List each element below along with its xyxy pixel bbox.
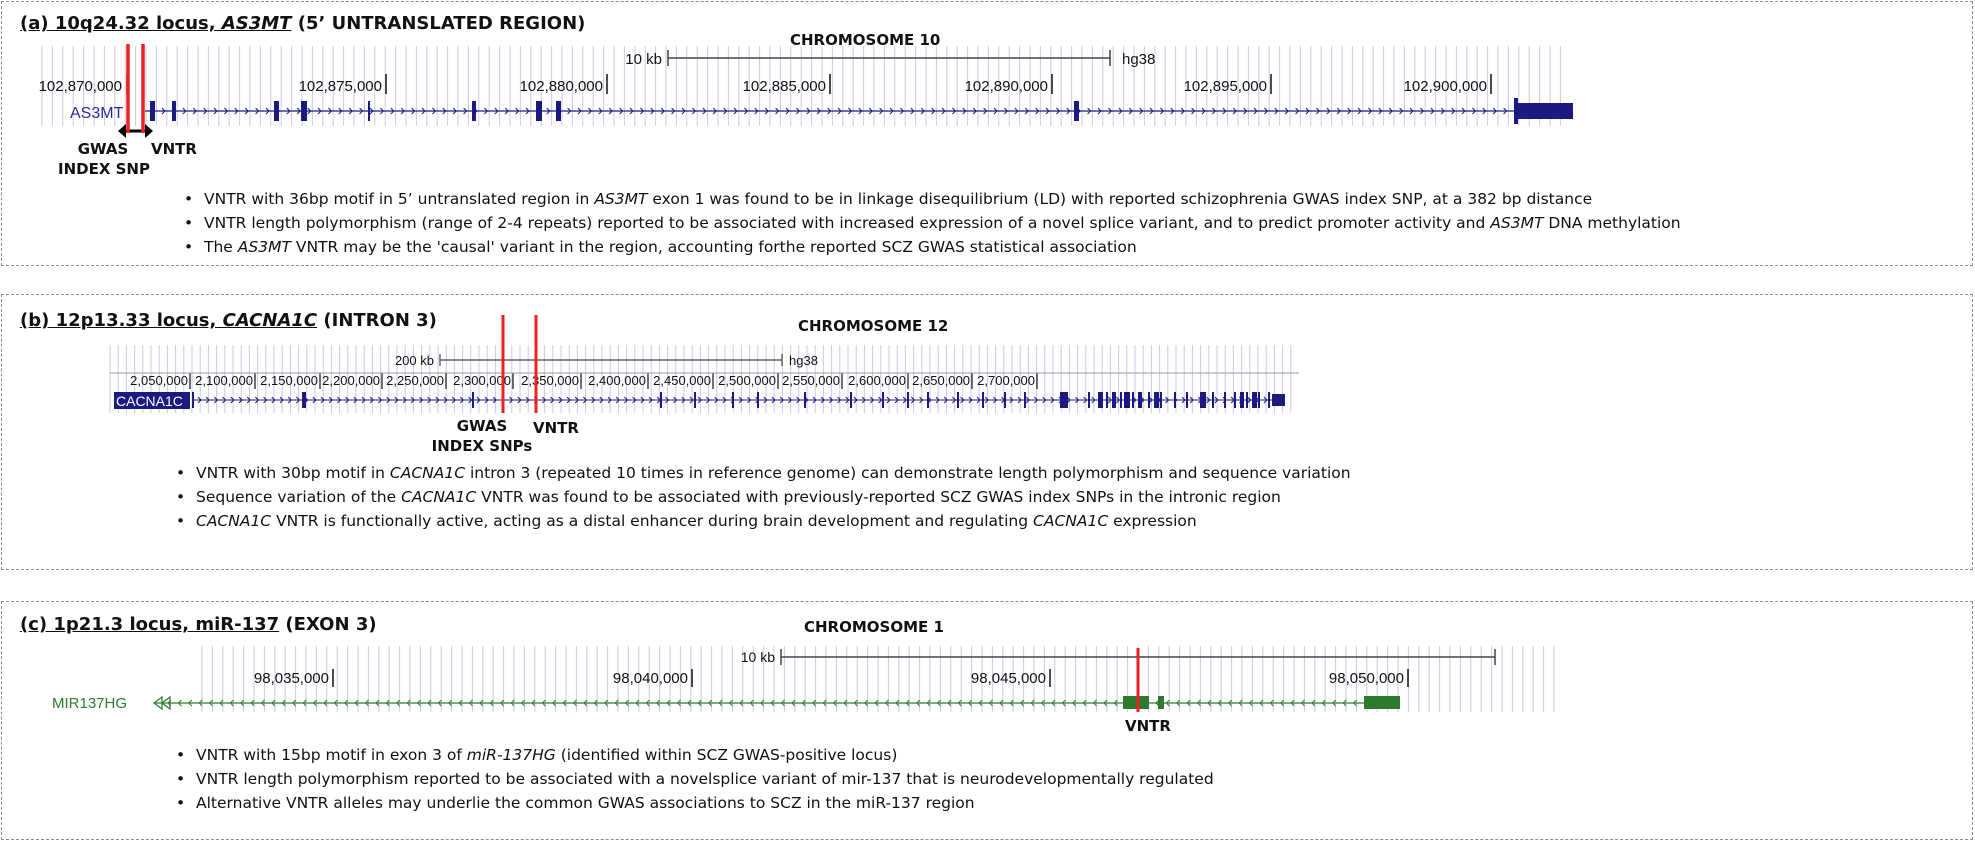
tick-label: 2,250,000 <box>386 373 444 388</box>
panel-b-vntr-label: VNTR <box>533 419 579 437</box>
panel-a-chromosome: CHROMOSOME 10 <box>790 31 941 49</box>
panel-b-grid <box>109 345 1292 413</box>
panel-c-gene-track-label: MIR137HG <box>52 695 127 712</box>
bullet-item: VNTR length polymorphism reported to be … <box>176 767 1214 791</box>
panel-b-genome-track: 200 kb hg38 2,050,000 2,100,000 2,150,000 2… <box>109 315 1299 413</box>
panel-c-vntr-label: VNTR <box>1125 717 1171 735</box>
panel-b-gene-track-label: CACNA1C <box>116 393 183 409</box>
tick-label: 98,035,000 <box>254 670 329 687</box>
panel-b-chromosome: CHROMOSOME 12 <box>798 317 949 335</box>
tick-label: 2,700,000 <box>977 373 1035 388</box>
panel-a-bullets: VNTR with 36bp motif in 5’ untranslated … <box>182 187 1681 259</box>
panel-a-scale-bar <box>667 50 1111 66</box>
panel-c-ticks: 98,035,000 98,040,000 98,045,000 98,050,… <box>254 670 1404 687</box>
tick-label: 2,400,000 <box>588 373 646 388</box>
panel-b-gene-model <box>192 392 1285 408</box>
bullet-item: The AS3MT VNTR may be the 'causal' varia… <box>184 235 1681 259</box>
panel-b-assembly: hg38 <box>789 353 818 368</box>
panel-a: (a) 10q24.32 locus, AS3MT (5’ UNTRANSLAT… <box>1 1 1973 266</box>
tick-label: 2,550,000 <box>782 373 840 388</box>
bullet-item: VNTR with 30bp motif in CACNA1C intron 3… <box>176 461 1351 485</box>
panel-b-gene: CACNA1C <box>222 310 318 331</box>
panel-b-scale-label: 200 kb <box>395 353 434 368</box>
tick-label: 102,885,000 <box>743 78 826 95</box>
tick-label: 2,350,000 <box>521 373 579 388</box>
panel-a-gene-model <box>145 98 1573 124</box>
bullet-item: Alternative VNTR alleles may underlie th… <box>176 791 1214 815</box>
bullet-item: VNTR with 36bp motif in 5’ untranslated … <box>184 187 1681 211</box>
panel-b: (b) 12p13.33 locus, CACNA1C (INTRON 3) C… <box>1 294 1973 570</box>
tick-label: 2,500,000 <box>718 373 776 388</box>
bullet-item: VNTR with 15bp motif in exon 3 of miR-13… <box>176 743 1214 767</box>
panel-a-ticks: 102,870,000 102,875,000 102,880,000 102,… <box>39 78 1487 95</box>
panel-a-title: (a) 10q24.32 locus, AS3MT (5’ UNTRANSLAT… <box>20 13 585 34</box>
panel-c-title-prefix: (c) 1p21.3 locus, miR-137 <box>20 614 280 635</box>
tick-label: 2,100,000 <box>195 373 253 388</box>
tick-label: 102,880,000 <box>520 78 603 95</box>
tick-label: 102,895,000 <box>1184 78 1267 95</box>
tick-label: 2,600,000 <box>848 373 906 388</box>
tick-label: 98,040,000 <box>613 670 688 687</box>
panel-b-gene-track-label-bg <box>114 392 190 409</box>
tick-label: 2,650,000 <box>912 373 970 388</box>
tick-label: 2,200,000 <box>322 373 380 388</box>
panel-a-vntr-label: VNTR <box>151 140 197 158</box>
panel-c-gene-model <box>153 695 1400 711</box>
tick-label: 2,050,000 <box>130 373 188 388</box>
tick-label: 102,870,000 <box>39 78 122 95</box>
tick-label: 102,890,000 <box>965 78 1048 95</box>
panel-c-chromosome: CHROMOSOME 1 <box>804 618 944 636</box>
panel-b-title-prefix: (b) 12p13.33 locus, <box>20 310 223 331</box>
panel-b-scale-bar <box>439 354 783 366</box>
panel-b-ticks: 2,050,000 2,100,000 2,150,000 2,200,000 2,25… <box>110 372 1299 389</box>
panel-b-bullets: VNTR with 30bp motif in CACNA1C intron 3… <box>174 461 1351 533</box>
panel-a-grid <box>41 46 1561 126</box>
panel-c-title: (c) 1p21.3 locus, miR-137 (EXON 3) <box>20 614 377 635</box>
panel-a-gene: AS3MT <box>221 13 292 34</box>
panel-a-title-prefix: (a) 10q24.32 locus, <box>20 13 222 34</box>
panel-b-title-suffix: (INTRON 3) <box>317 310 437 331</box>
bullet-item: CACNA1C VNTR is functionally active, act… <box>176 509 1351 533</box>
tick-label: 102,900,000 <box>1404 78 1487 95</box>
tick-label: 102,875,000 <box>299 78 382 95</box>
panel-b-title: (b) 12p13.33 locus, CACNA1C (INTRON 3) <box>20 310 437 331</box>
panel-a-scale-label: 10 kb <box>625 51 662 68</box>
tick-label: 2,450,000 <box>653 373 711 388</box>
panel-b-gwas-label: GWAS INDEX SNPs <box>431 417 533 455</box>
panel-c-genome-track: 10 kb 98,035,000 98,040,000 98,045,000 9… <box>52 646 1555 712</box>
panel-a-genome-track: 10 kb hg38 102,870,000 102,875,000 102,8… <box>39 44 1573 138</box>
panel-c: (c) 1p21.3 locus, miR-137 (EXON 3) CHROM… <box>1 601 1973 840</box>
panel-a-assembly: hg38 <box>1122 51 1155 68</box>
panel-c-scale-label: 10 kb <box>741 649 775 665</box>
tick-label: 2,300,000 <box>453 373 511 388</box>
tick-label: 98,045,000 <box>971 670 1046 687</box>
panel-a-gwas-label: GWAS INDEX SNP <box>58 140 150 178</box>
panel-a-gene-track-label: AS3MT <box>70 105 124 122</box>
panel-c-title-suffix: (EXON 3) <box>279 614 377 635</box>
tick-label: 98,050,000 <box>1329 670 1404 687</box>
panel-c-bullets: VNTR with 15bp motif in exon 3 of miR-13… <box>174 743 1214 815</box>
tick-label: 2,150,000 <box>260 373 318 388</box>
bullet-item: VNTR length polymorphism (range of 2-4 r… <box>184 211 1681 235</box>
bullet-item: Sequence variation of the CACNA1C VNTR w… <box>176 485 1351 509</box>
panel-a-title-suffix: (5’ UNTRANSLATED REGION) <box>291 13 586 34</box>
